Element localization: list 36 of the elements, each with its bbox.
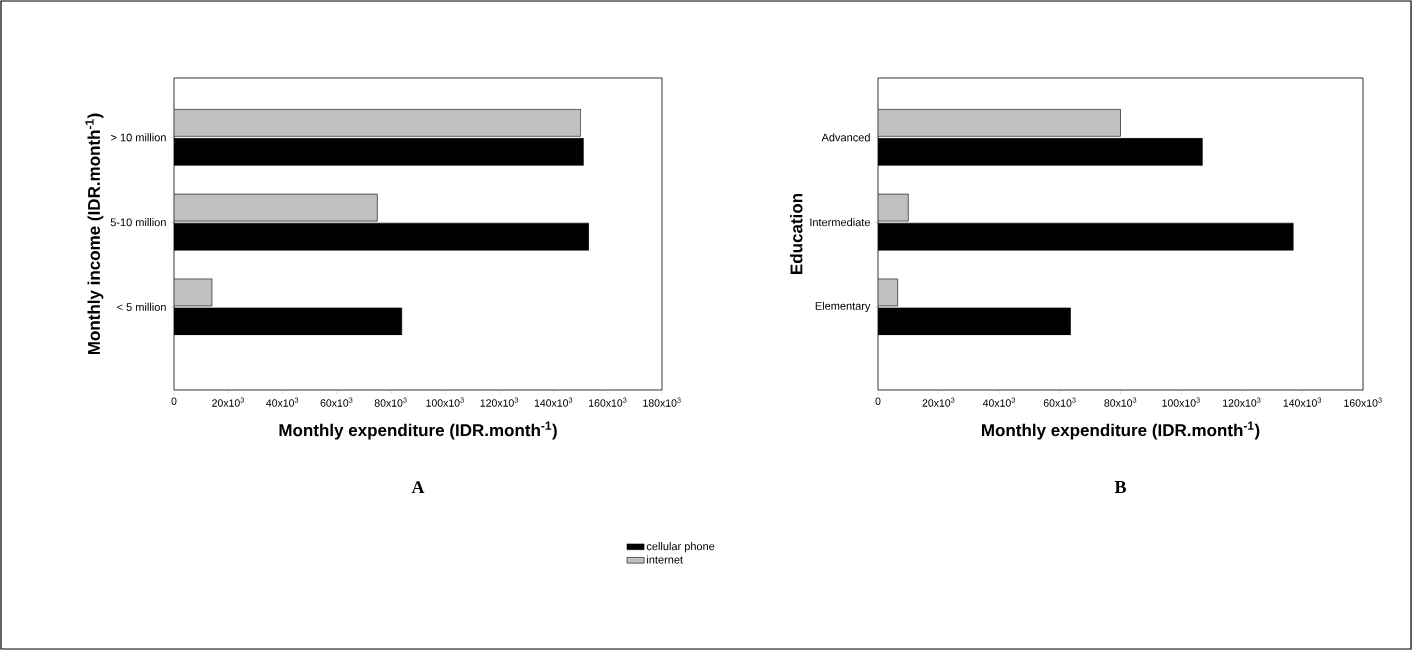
x-tick-label: 0: [171, 397, 177, 405]
x-tick-label: 100x10$^{3}$: [426, 397, 464, 407]
y-tick-label: Elementary: [815, 301, 871, 313]
x-tick-label: 180x10$^{3}$: [643, 397, 681, 407]
x-tick-label: 80x10$^{3}$: [1104, 397, 1137, 407]
x-tick-label: 160x10$^{3}$: [1344, 397, 1382, 407]
text: A: [411, 481, 425, 494]
x-tick-label: 120x10$^{3}$: [1223, 397, 1261, 407]
bar: [174, 193, 378, 222]
x-tick-label: 80x10$^{3}$: [374, 397, 407, 407]
legend-label: internet: [647, 555, 683, 564]
x-tick-label: 100x10$^{3}$: [1162, 397, 1200, 407]
legend-label: cellular phone: [646, 542, 715, 553]
bar: [174, 109, 581, 137]
y-tick-label: < 5 million: [117, 302, 166, 311]
x-tick-label: 140x10$^{3}$: [534, 397, 573, 407]
y-axis-title: Education: [789, 193, 803, 274]
text: B: [1114, 481, 1127, 493]
x-axis-title: Monthly expenditure (IDR.month$^{-1}$): [982, 421, 1260, 440]
x-tick-label: 20x10$^{3}$: [922, 397, 955, 407]
y-tick-label: Advanced: [821, 133, 870, 142]
x-tick-label: 120x10$^{3}$: [480, 397, 519, 407]
y-tick-label: 5-10 million: [110, 218, 166, 227]
x-tick-label: 40x10$^{3}$: [266, 397, 299, 407]
x-tick-label: 160x10$^{3}$: [589, 397, 627, 407]
y-axis-title: Monthly income (IDR.month$^{-1}$): [85, 113, 104, 355]
x-tick-label: 40x10$^{3}$: [982, 397, 1016, 407]
x-tick-label: 60x10$^{3}$: [1043, 397, 1076, 407]
y-tick-label: Intermediate: [810, 218, 870, 227]
bar: [878, 109, 1121, 137]
x-axis-title: Monthly expenditure (IDR.month$^{-1}$): [279, 421, 557, 440]
y-tick-label: > 10 million: [111, 133, 166, 142]
x-tick-label: 140x10$^{3}$: [1283, 397, 1322, 407]
x-tick-label: 20x10$^{3}$: [212, 397, 244, 407]
x-tick-label: 60x10$^{3}$: [320, 397, 353, 407]
x-tick-label: 0: [875, 397, 881, 405]
